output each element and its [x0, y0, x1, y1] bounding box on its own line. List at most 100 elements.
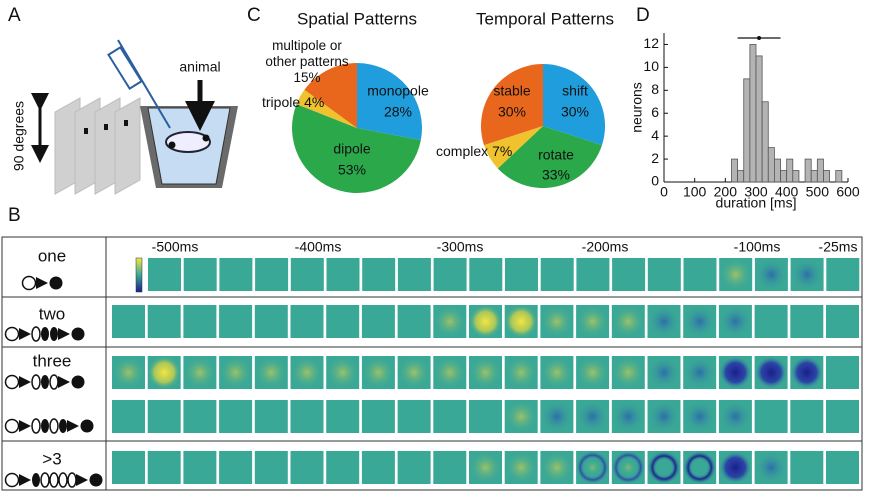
- time-label: -200ms: [582, 239, 629, 255]
- chart-title: Temporal Patterns: [476, 9, 614, 28]
- map-tile: [754, 400, 788, 433]
- map-blob: [112, 356, 145, 389]
- mean-marker: [757, 36, 762, 40]
- map-tile: [147, 451, 181, 484]
- icon: [4, 326, 20, 342]
- map-blob: [683, 305, 717, 338]
- map-blob: [540, 400, 574, 433]
- y-tick-label: 8: [651, 81, 659, 97]
- map-tile: [290, 400, 324, 433]
- response-maps: [112, 258, 860, 484]
- slice-value: 33%: [542, 167, 570, 183]
- y-tick-label: 2: [651, 150, 659, 166]
- icon: [4, 374, 20, 390]
- map-tile: [112, 451, 145, 484]
- bar: [786, 158, 794, 183]
- map-blob: [147, 356, 181, 389]
- map-tile: [326, 400, 360, 433]
- slice-label: stable: [493, 83, 531, 99]
- map-blob: [611, 400, 645, 433]
- pie-slice: [497, 126, 602, 188]
- icon: [41, 419, 49, 433]
- map-tile: [469, 400, 502, 433]
- y-tick-label: 12: [643, 35, 659, 51]
- map-blob: [754, 356, 788, 389]
- map-blob: [647, 356, 681, 389]
- map-tile: [361, 305, 395, 338]
- icon: [80, 419, 94, 433]
- slice-value: 15%: [293, 70, 321, 85]
- slice-label: rotate: [538, 147, 574, 163]
- map-tile: [326, 451, 360, 484]
- map-tile: [361, 400, 395, 433]
- slice-name: tripole: [262, 94, 300, 110]
- bar: [804, 158, 812, 183]
- panel-letter: D: [636, 5, 650, 26]
- map-tile: [826, 305, 859, 338]
- map-tile: [397, 258, 431, 291]
- map-tile: [505, 258, 538, 291]
- x-tick-label: 600: [836, 184, 860, 200]
- map-tile: [361, 451, 395, 484]
- icon: [41, 327, 49, 341]
- icon: [50, 327, 58, 341]
- bar: [737, 170, 745, 183]
- icon: [49, 418, 59, 434]
- map-blob: [754, 258, 788, 291]
- map-tile: [397, 305, 431, 338]
- map-blob: [718, 305, 752, 338]
- map-tile: [612, 258, 646, 291]
- pie-slice: [357, 63, 422, 141]
- icon: [32, 473, 40, 487]
- icon: [31, 418, 41, 434]
- panel-letter: C: [247, 5, 261, 26]
- map-blob: [576, 451, 610, 484]
- map-blob: [718, 400, 752, 433]
- icon: [67, 472, 77, 488]
- bar: [731, 158, 739, 183]
- icon: [71, 375, 85, 389]
- map-blob: [647, 451, 681, 484]
- slice-label: dipole: [333, 141, 371, 157]
- slice-name: multipole or other patterns: [265, 38, 349, 69]
- x-tick-label: 500: [806, 184, 830, 200]
- map-tile: [826, 356, 859, 389]
- map-tile: [183, 400, 217, 433]
- icon: [49, 472, 59, 488]
- map-tile: [290, 451, 324, 484]
- map-blob: [611, 451, 645, 484]
- map-blob: [183, 356, 217, 389]
- row-label: >3: [42, 449, 61, 468]
- slice-label: tripole 4%: [262, 94, 324, 110]
- map-blob: [790, 356, 824, 389]
- map-tile: [540, 258, 574, 291]
- map-tile: [219, 451, 253, 484]
- map-blob: [540, 305, 574, 338]
- map-blob: [504, 451, 538, 484]
- map-tile: [148, 258, 181, 291]
- icon: [31, 374, 41, 390]
- map-tile: [326, 258, 360, 291]
- map-tile: [433, 451, 467, 484]
- map-tile: [576, 258, 610, 291]
- icon: [40, 472, 50, 488]
- map-tile: [290, 305, 324, 338]
- map-blob: [540, 451, 574, 484]
- y-tick-label: 4: [651, 127, 659, 143]
- row-label: three: [33, 351, 72, 370]
- map-blob: [433, 305, 467, 338]
- map-tile: [790, 305, 824, 338]
- bar: [761, 101, 769, 183]
- x-tick-label: 400: [775, 184, 799, 200]
- time-label: -500ms: [152, 239, 199, 255]
- pie-slice: [296, 89, 357, 128]
- slice-value: 7%: [492, 143, 512, 159]
- icon: [59, 419, 67, 433]
- icon: [4, 418, 20, 434]
- screens: [54, 97, 141, 195]
- map-tile: [183, 451, 217, 484]
- map-tile: [147, 400, 181, 433]
- pie-slice: [292, 104, 421, 194]
- map-blob: [647, 305, 681, 338]
- x-tick-label: 200: [714, 184, 738, 200]
